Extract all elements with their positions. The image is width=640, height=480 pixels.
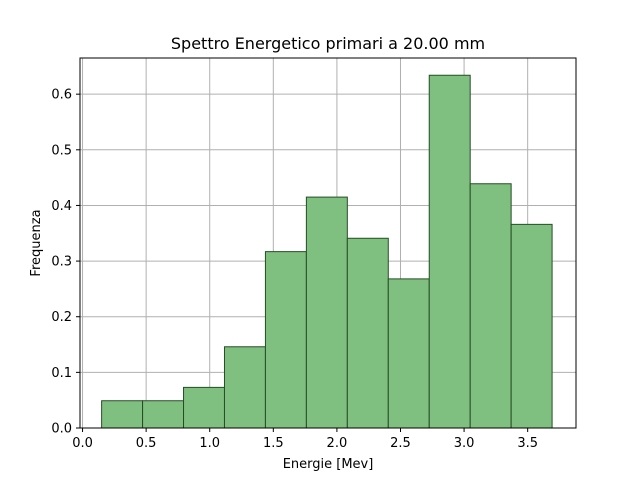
y-tick-label: 0.6: [51, 88, 72, 103]
histogram-bar: [305, 196, 348, 429]
x-tick-label: 3.5: [517, 436, 538, 451]
x-tick-label: 1.5: [263, 436, 284, 451]
x-axis-label: Energie [Mev]: [283, 457, 374, 472]
y-tick-label: 0.0: [51, 422, 72, 437]
chart-title: Spettro Energetico primari a 20.00 mm: [171, 34, 485, 53]
histogram-bar: [469, 183, 512, 429]
y-tick-label: 0.2: [51, 310, 72, 325]
histogram-bar: [387, 278, 430, 429]
x-tick-label: 0.0: [72, 436, 93, 451]
y-tick-label: 0.5: [51, 143, 72, 158]
plot-frame: [79, 57, 577, 429]
y-axis-label: Frequenza: [29, 209, 44, 276]
ticks-layer: 0.0 0.5 1.0 1.5 2.0 2.5 3.0 3.5 0.0 0.1 0.2 0.3 0.4 0…: [51, 88, 538, 451]
y-tick-label: 0.4: [51, 199, 72, 214]
histogram-bar: [510, 223, 553, 429]
x-tick-label: 2.5: [390, 436, 411, 451]
histogram-bar: [101, 400, 144, 429]
x-tick-label: 3.0: [454, 436, 475, 451]
y-tick-label: 0.3: [51, 255, 72, 270]
histogram-bar: [264, 251, 307, 429]
histogram-bar: [142, 400, 185, 429]
histogram-bar: [223, 346, 266, 429]
y-tick-label: 0.1: [51, 366, 72, 381]
histogram-bar: [183, 386, 225, 429]
histogram-bar: [428, 74, 471, 429]
x-tick-label: 1.0: [199, 436, 220, 451]
histogram-bar: [346, 237, 389, 429]
bars-layer: [101, 74, 553, 429]
x-tick-label: 0.5: [136, 436, 157, 451]
x-tick-label: 2.0: [327, 436, 348, 451]
